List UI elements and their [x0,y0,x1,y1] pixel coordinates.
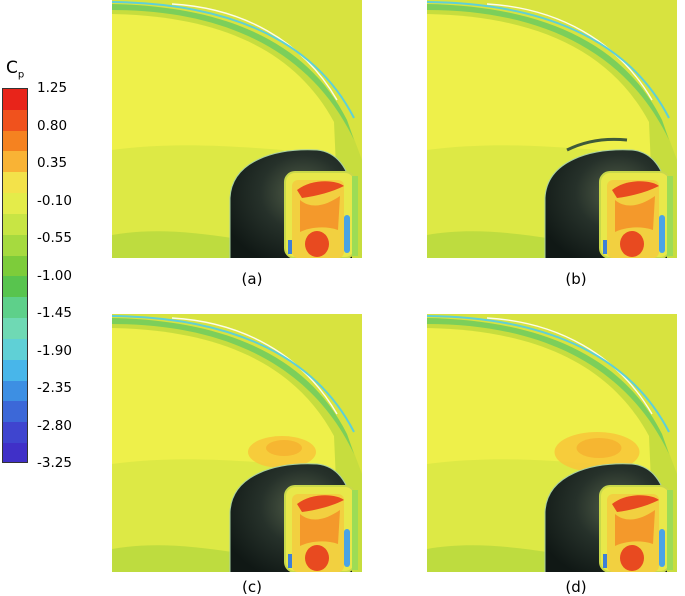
colorbar-segment [3,255,27,277]
wheel-mid [300,196,340,232]
green-patch [112,231,232,258]
wheel-hot-top [612,181,659,198]
wheel-side-green [667,176,673,256]
colorbar-segment [3,401,27,423]
stagnation-core [266,440,302,456]
wheel-side-green [667,490,673,570]
colorbar-segment [3,172,27,194]
wheel-edge-blue [603,554,607,568]
fairing-line [566,137,628,152]
green-patch [427,545,547,572]
colorbar-segment [3,443,27,462]
colorbar-segment [3,276,27,298]
wheel-well-rim [544,463,668,572]
colorbar-scale [2,88,28,463]
edge-band [427,318,669,454]
colorbar-tick-label: 0.35 [37,155,68,171]
colorbar-segment [3,89,27,110]
wheel-mid [615,196,655,232]
colorbar-segment [3,234,27,256]
edge-cyan [112,315,355,433]
wheel-hot-bottom [620,231,644,257]
colorbar-tick-label: -3.25 [37,455,72,471]
wheel-mid [300,510,340,546]
edge-cyan [427,315,670,433]
edge-cyan [112,1,355,119]
wheel-edge-blue [603,240,607,254]
caption-d: (d) [565,578,587,596]
edge-band [112,4,354,140]
edge-highlight [171,3,338,101]
colorbar-title: Cp [6,58,25,81]
wheel-well-rim [229,463,353,572]
colorbar-segment [3,130,27,152]
green-patch [112,545,232,572]
colorbar-tick-label: -2.35 [37,380,72,396]
colorbar-segment [3,359,27,381]
colorbar-tick-label: -1.45 [37,305,72,321]
wheel-edge-blue [288,554,292,568]
wheel-side-green [352,490,358,570]
wheel-hot-top [297,495,344,512]
colorbar-segment [3,109,27,131]
wheel-mid [615,510,655,546]
caption-a: (a) [241,270,263,288]
wheel-side-strip [659,215,665,253]
colorbar-legend: Cp 1.25 0.80 0.35 -0.10 -0.55 -1.00 -1.45 -1.90… [0,58,90,478]
wheel-hot-top [297,181,344,198]
colorbar-segment [3,297,27,319]
wheel-edge-blue [288,240,292,254]
panel-b-contour [427,0,677,258]
edge-highlight [486,317,653,415]
wheel-side-green [352,176,358,256]
colorbar-segment [3,193,27,214]
wheel-well-rim [229,149,353,258]
colorbar-segment [3,380,27,402]
wheel-side-strip [659,529,665,567]
colorbar-tick-label: -1.00 [37,267,72,284]
colorbar-tick-label: -2.80 [37,417,72,434]
wheel-side-strip [344,215,350,253]
colorbar-tick-label: 1.25 [37,80,68,96]
panel-c-contour [112,314,362,572]
colorbar-segment [3,338,27,360]
colorbar-segment [3,422,27,444]
edge-band [112,318,354,454]
wheel-hot-bottom [305,231,329,257]
panel-d-contour [427,314,677,572]
wheel-hot-bottom [305,545,329,571]
edge-band [427,4,669,140]
colorbar-segment [3,318,27,339]
wheel-side-strip [344,529,350,567]
colorbar-tick-label: 0.80 [37,117,68,134]
colorbar-tick-label: -1.90 [37,342,72,359]
green-patch [427,231,547,258]
stagnation-core [576,438,622,458]
wheel-hot-top [612,495,659,512]
colorbar-tick-label: -0.55 [37,230,72,246]
wheel-hot-bottom [620,545,644,571]
colorbar-segment [3,151,27,173]
edge-highlight [486,3,653,101]
caption-b: (b) [565,270,587,288]
colorbar-tick-label: -0.10 [37,192,72,209]
panel-a-contour [112,0,362,258]
edge-highlight [171,317,338,415]
wheel-well-rim [544,149,668,258]
caption-c: (c) [242,578,262,596]
colorbar-segment [3,213,27,235]
edge-cyan [427,1,670,119]
